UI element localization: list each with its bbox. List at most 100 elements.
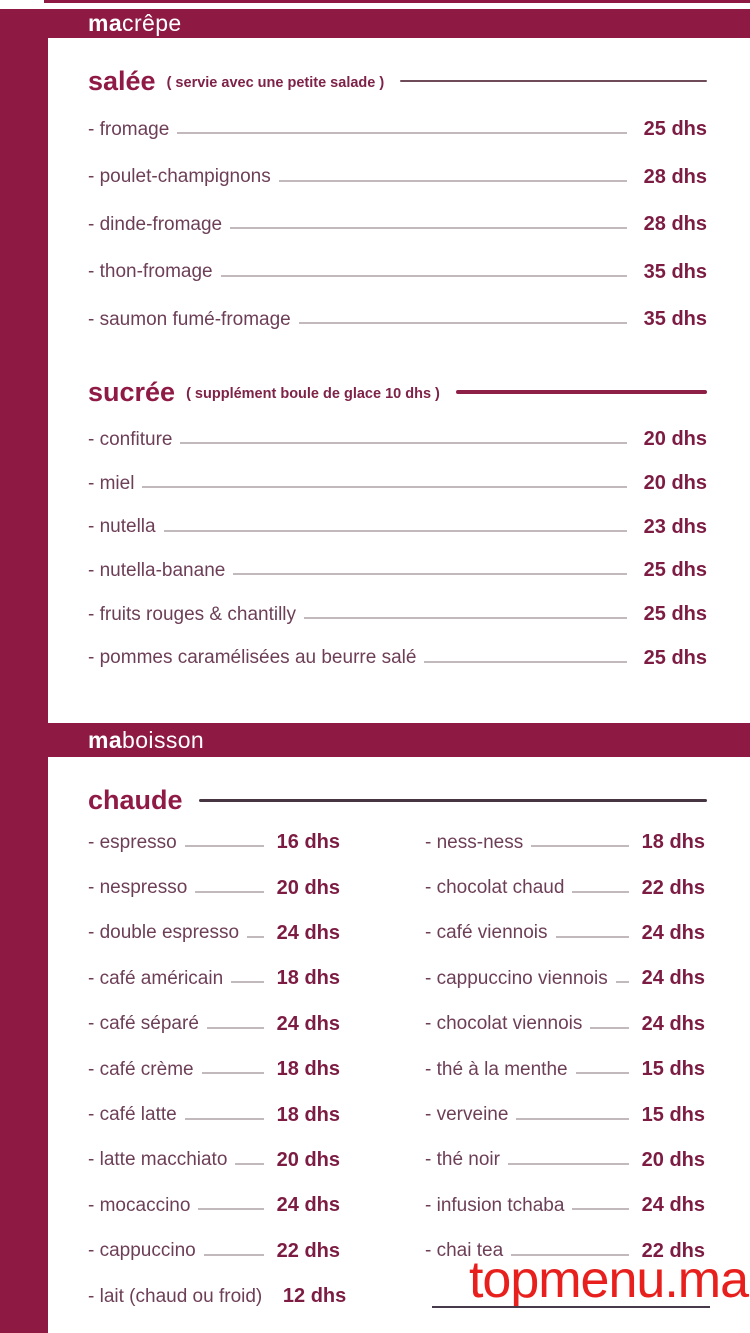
item-name: - café viennois (425, 922, 548, 944)
menu-item-row: - café américain 18 dhs (88, 956, 340, 1001)
item-price: 20 dhs (641, 1148, 705, 1171)
banner-maboisson-prefix: ma (88, 726, 123, 753)
section-rule (198, 798, 707, 802)
previous-banner-edge (44, 0, 750, 3)
item-name: - café séparé (88, 1013, 199, 1035)
leader-line (177, 132, 627, 135)
item-name: - nutella (88, 516, 156, 538)
item-price: 18 dhs (276, 1103, 340, 1126)
item-price: 24 dhs (641, 921, 705, 944)
leader-line (572, 1208, 629, 1211)
banner-maboisson-rest: boisson (122, 726, 205, 753)
leader-line (142, 486, 627, 489)
banner-macrepe: ma crêpe (46, 9, 750, 38)
item-name: - fruits rouges & chantilly (88, 603, 297, 625)
menu-item-row: - thé à la menthe 15 dhs (425, 1047, 705, 1092)
menu-item-row: - double espresso 24 dhs (88, 911, 340, 956)
menu-item-row: - confiture 20 dhs (88, 418, 707, 462)
item-price: 22 dhs (276, 1239, 340, 1262)
leader-line (184, 845, 264, 848)
item-price: 25 dhs (643, 118, 707, 141)
item-price: 24 dhs (276, 1194, 340, 1217)
item-price: 20 dhs (276, 876, 340, 899)
leader-line (203, 1253, 264, 1256)
item-price: 22 dhs (641, 876, 705, 899)
section-heading-sucree: sucrée ( supplément boule de glace 10 dh… (88, 375, 707, 409)
item-name: - espresso (88, 831, 177, 853)
item-name: - nespresso (88, 877, 188, 899)
menu-item-row: - lait (chaud ou froid) 12 dhs (88, 1274, 346, 1319)
item-price: 18 dhs (276, 1058, 340, 1081)
item-name: - verveine (425, 1104, 509, 1126)
sucree-item-list: - confiture 20 dhs - miel 20 dhs - nutel… (88, 418, 707, 680)
menu-item-row: - nutella 23 dhs (88, 505, 707, 549)
leader-line (231, 981, 264, 984)
menu-item-row: - dinde-fromage 28 dhs (88, 201, 707, 249)
item-price: 23 dhs (643, 515, 707, 538)
item-name: - double espresso (88, 922, 240, 944)
item-price: 25 dhs (643, 559, 707, 582)
banner-maboisson: ma boisson (46, 723, 750, 757)
item-name: - dinde-fromage (88, 213, 223, 235)
item-name: - miel (88, 472, 135, 494)
leader-line (201, 1072, 264, 1075)
menu-item-row: - infusion tchaba 24 dhs (425, 1183, 705, 1228)
banner-macrepe-prefix: ma (88, 10, 123, 36)
item-price: 12 dhs (282, 1285, 347, 1308)
salee-item-list: - fromage 25 dhs - poulet-champignons 28… (88, 106, 707, 344)
section-title-sucree: sucrée (88, 376, 176, 407)
item-name: - poulet-champignons (88, 166, 271, 188)
leader-line (516, 1117, 629, 1120)
leader-line (195, 890, 264, 893)
menu-item-row: - saumon fumé-fromage 35 dhs (88, 296, 707, 344)
leader-line (184, 1117, 264, 1120)
menu-item-row: - chai tea 22 dhs (425, 1229, 705, 1274)
leader-line (220, 274, 627, 277)
item-name: - lait (chaud ou froid) (88, 1285, 263, 1307)
item-price: 25 dhs (643, 646, 707, 669)
watermark-topmenu: topmenu.ma (468, 1251, 749, 1309)
item-price: 18 dhs (276, 967, 340, 990)
item-name: - pommes caramélisées au beurre salé (88, 647, 417, 669)
item-price: 16 dhs (276, 831, 340, 854)
item-name: - nutella-banane (88, 559, 226, 581)
item-price: 20 dhs (643, 472, 707, 495)
right-column-end-rule (432, 1306, 710, 1308)
menu-item-row: - fruits rouges & chantilly 25 dhs (88, 593, 707, 637)
item-name: - chocolat viennois (425, 1013, 583, 1035)
item-name: - thé noir (425, 1149, 500, 1171)
section-title-salee: salée (88, 65, 156, 96)
menu-item-row: - chocolat viennois 24 dhs (425, 1002, 705, 1047)
leader-line (507, 1162, 629, 1165)
item-name: - cappuccino (88, 1240, 196, 1262)
leader-line (615, 981, 629, 984)
menu-item-row: - cappuccino viennois 24 dhs (425, 956, 705, 1001)
leader-line (555, 935, 629, 938)
banner-macrepe-rest: crêpe (122, 10, 182, 36)
leader-line (206, 1026, 264, 1029)
menu-item-row: - verveine 15 dhs (425, 1092, 705, 1137)
item-name: - fromage (88, 118, 170, 140)
item-price: 24 dhs (276, 1012, 340, 1035)
item-price: 24 dhs (641, 1012, 705, 1035)
item-name: - infusion tchaba (425, 1194, 565, 1216)
item-price: 15 dhs (641, 1103, 705, 1126)
section-rule (455, 390, 707, 394)
chaude-left-column: - espresso 16 dhs - nespresso 20 dhs - d… (88, 820, 346, 1319)
leader-line (304, 617, 627, 620)
menu-item-row: - cappuccino 22 dhs (88, 1229, 340, 1274)
item-name: - mocaccino (88, 1194, 191, 1216)
item-price: 35 dhs (643, 308, 707, 331)
leader-line (235, 1162, 264, 1165)
item-price: 15 dhs (641, 1058, 705, 1081)
leader-line (511, 1253, 629, 1256)
item-name: - saumon fumé-fromage (88, 308, 291, 330)
menu-item-row: - miel 20 dhs (88, 462, 707, 506)
item-name: - chocolat chaud (425, 877, 565, 899)
menu-item-row: - thon-fromage 35 dhs (88, 249, 707, 297)
menu-item-row: - café viennois 24 dhs (425, 911, 705, 956)
chaude-right-column: - ness-ness 18 dhs - chocolat chaud 22 d… (425, 820, 705, 1319)
menu-item-row: - espresso 16 dhs (88, 820, 340, 865)
menu-item-row: - café latte 18 dhs (88, 1092, 340, 1137)
